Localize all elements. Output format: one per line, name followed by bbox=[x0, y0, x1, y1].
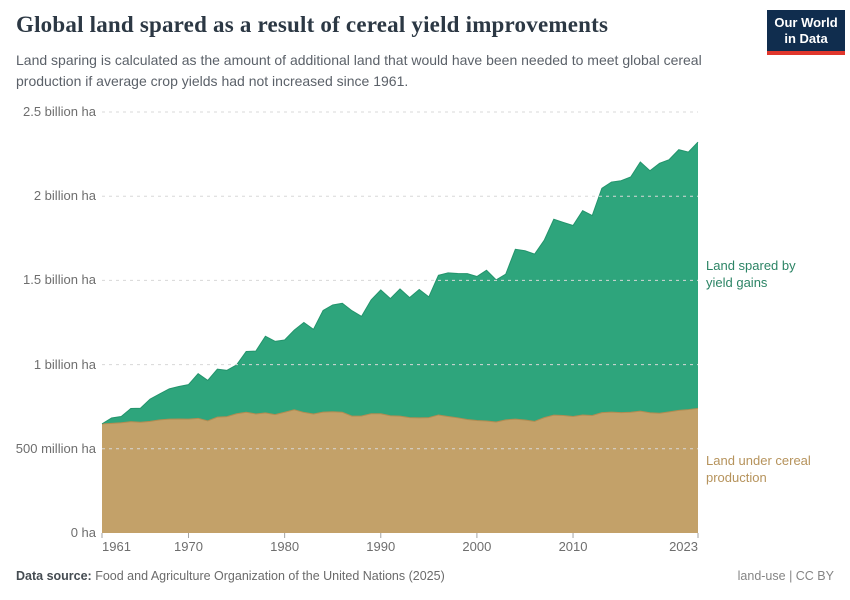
y-axis-label: 500 million ha bbox=[15, 440, 96, 456]
chart-footer: Data source: Food and Agriculture Organi… bbox=[16, 569, 834, 583]
data-source-line: Data source: Food and Agriculture Organi… bbox=[16, 569, 445, 583]
owid-logo-line1: Our World bbox=[774, 15, 838, 30]
x-axis-label: 1980 bbox=[270, 539, 300, 554]
plot-canvas[interactable] bbox=[101, 111, 699, 538]
x-axis-label: 1961 bbox=[102, 539, 131, 554]
chart-subtitle: Land sparing is calculated as the amount… bbox=[16, 52, 702, 89]
license-link[interactable]: land-use | CC BY bbox=[737, 569, 834, 583]
owid-logo-line2: in Data bbox=[784, 31, 828, 46]
x-axis-label: 2010 bbox=[558, 539, 588, 554]
x-axis-label: 1990 bbox=[366, 539, 396, 554]
x-axis-label: 1970 bbox=[174, 539, 203, 554]
series-label-land-under-cereal-line1: Land under cereal bbox=[706, 453, 811, 468]
y-axis-label: 2.5 billion ha bbox=[23, 104, 96, 119]
owid-logo[interactable]: Our World in Data bbox=[767, 10, 845, 55]
y-axis-label: 1.5 billion ha bbox=[23, 272, 96, 288]
data-source-text: Food and Agriculture Organization of the… bbox=[95, 569, 445, 583]
y-axis-label: 2 billion ha bbox=[33, 188, 96, 204]
line-total-land-needed bbox=[101, 141, 699, 425]
series-label-land-spared-line2: yield gains bbox=[706, 275, 768, 290]
area-land-under-cereal-production[interactable] bbox=[102, 408, 698, 533]
y-axis-label: 1 billion ha bbox=[33, 356, 96, 372]
x-axis-label: 2023 bbox=[669, 539, 698, 554]
series-label-land-under-cereal-line2: production bbox=[706, 470, 767, 485]
series-label-land-under-cereal: Land under cereal production bbox=[706, 452, 846, 486]
x-axis-label: 2000 bbox=[462, 539, 492, 554]
data-source-label: Data source: bbox=[16, 569, 92, 583]
area-land-spared-by-yield-gains[interactable] bbox=[102, 142, 698, 424]
line-land-under-cereal-production bbox=[101, 407, 699, 425]
page-title: Global land spared as a result of cereal… bbox=[16, 12, 609, 37]
series-label-land-spared: Land spared by yield gains bbox=[706, 257, 846, 291]
owid-logo-red-bar bbox=[767, 51, 845, 55]
y-axis-label: 0 ha bbox=[70, 525, 96, 540]
series-label-land-spared-line1: Land spared by bbox=[706, 258, 796, 273]
